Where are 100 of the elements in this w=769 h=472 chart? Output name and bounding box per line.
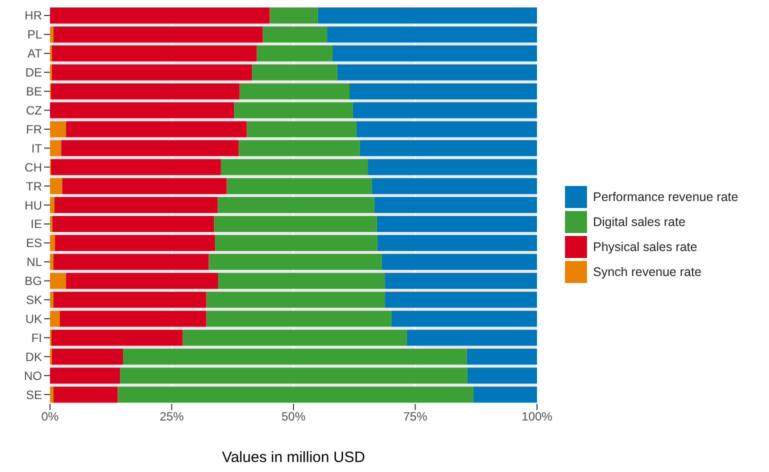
bar <box>206 310 392 327</box>
bar <box>50 254 54 270</box>
y-tick-label: CH <box>24 160 42 174</box>
bar <box>50 121 66 138</box>
bar <box>123 348 467 365</box>
y-tick-label: DE <box>25 66 42 80</box>
bar <box>352 102 537 118</box>
x-axis-title: Values in million USD <box>222 449 366 466</box>
bar <box>50 234 55 251</box>
bar <box>50 310 60 327</box>
bar <box>50 83 240 100</box>
bar <box>360 140 537 156</box>
y-tick-label: SK <box>26 293 42 308</box>
bar <box>372 178 537 194</box>
legend-label: Digital sales rate <box>593 215 686 229</box>
bar <box>270 8 318 24</box>
bar <box>226 178 372 194</box>
bar <box>215 234 378 251</box>
bar <box>385 272 537 289</box>
bar <box>66 272 218 289</box>
bar <box>52 216 214 232</box>
y-tick-label: SE <box>26 388 42 402</box>
bar <box>377 234 537 251</box>
bar <box>61 140 238 156</box>
bar <box>50 102 234 118</box>
bar <box>368 159 537 176</box>
bar <box>50 386 54 403</box>
bar <box>214 216 377 232</box>
bar <box>62 178 227 194</box>
bar <box>50 292 54 308</box>
bar <box>51 330 182 346</box>
bar <box>118 386 474 403</box>
bar <box>52 348 124 365</box>
y-tick-label: NL <box>26 255 42 270</box>
bar <box>239 83 350 100</box>
bar <box>356 121 537 138</box>
y-tick-label: UK <box>25 312 42 326</box>
bar <box>54 197 218 214</box>
y-tick-label: PL <box>27 28 42 42</box>
bar <box>50 368 120 384</box>
bar <box>374 197 537 214</box>
bar <box>252 64 338 80</box>
bar <box>66 121 247 138</box>
y-tick-label: ES <box>26 236 42 250</box>
bar <box>318 8 537 24</box>
bar <box>327 26 537 42</box>
bar <box>385 292 537 308</box>
bar <box>234 102 353 118</box>
bar <box>467 368 537 384</box>
y-tick-label: AT <box>28 46 43 61</box>
bar <box>382 254 537 270</box>
x-tick-label: 75% <box>403 410 428 424</box>
bar <box>406 330 537 346</box>
bar <box>50 26 54 42</box>
bar <box>466 348 537 365</box>
bar <box>246 121 356 138</box>
x-tick-label: 25% <box>160 410 184 424</box>
y-tick-label: TR <box>26 179 42 194</box>
y-tick-label: HR <box>24 8 42 23</box>
y-tick-label: FI <box>31 330 42 345</box>
bar <box>53 386 118 403</box>
bar <box>238 140 360 156</box>
y-tick-label: IE <box>30 217 42 232</box>
bar <box>182 330 407 346</box>
legend-label: Performance revenue rate <box>593 190 738 204</box>
legend-label: Synch revenue rate <box>593 265 702 279</box>
x-tick-label: 50% <box>281 410 306 424</box>
y-tick-label: CZ <box>26 104 42 118</box>
bar <box>120 368 468 384</box>
bar <box>391 310 537 327</box>
bar <box>473 386 537 403</box>
bar <box>53 292 206 308</box>
x-tick-label: 100% <box>522 410 553 424</box>
bar <box>53 26 263 42</box>
bar <box>262 26 328 42</box>
bar <box>50 272 66 289</box>
y-tick-label: BE <box>26 84 42 99</box>
bar <box>218 197 374 214</box>
bar <box>350 83 537 100</box>
legend-label: Physical sales rate <box>593 240 698 254</box>
bar <box>50 178 62 194</box>
bar <box>337 64 537 80</box>
bar <box>52 64 252 80</box>
bar <box>50 197 54 214</box>
bar <box>218 272 386 289</box>
y-tick-label: NO <box>24 368 42 383</box>
y-tick-label: HU <box>24 198 42 212</box>
bar <box>54 234 216 251</box>
bar <box>256 45 332 62</box>
bar <box>52 45 256 62</box>
bar <box>53 254 209 270</box>
y-tick-label: IT <box>31 141 43 156</box>
y-tick-label: FR <box>26 122 42 136</box>
bar <box>208 254 382 270</box>
bar <box>220 159 368 176</box>
y-tick-label: BG <box>24 274 42 288</box>
y-tick-label: DK <box>25 350 42 364</box>
bar <box>50 8 270 24</box>
bar <box>206 292 386 308</box>
bar <box>50 159 221 176</box>
